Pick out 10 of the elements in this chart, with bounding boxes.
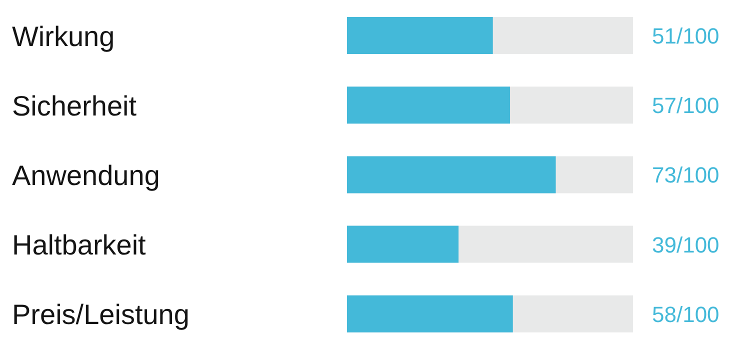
data-label: 39/100 [652, 232, 720, 258]
y-tick-label: Preis/Leistung [12, 299, 190, 330]
y-tick-label: Wirkung [12, 20, 115, 52]
y-tick-label: Sicherheit [12, 90, 137, 122]
data-label: 73/100 [652, 162, 720, 188]
y-tick-label: Haltbarkeit [12, 230, 146, 261]
data-label: 57/100 [652, 93, 720, 118]
y-tick-label: Anwendung [12, 160, 160, 191]
data-label: 51/100 [652, 24, 720, 48]
data-label: 58/100 [652, 302, 720, 327]
